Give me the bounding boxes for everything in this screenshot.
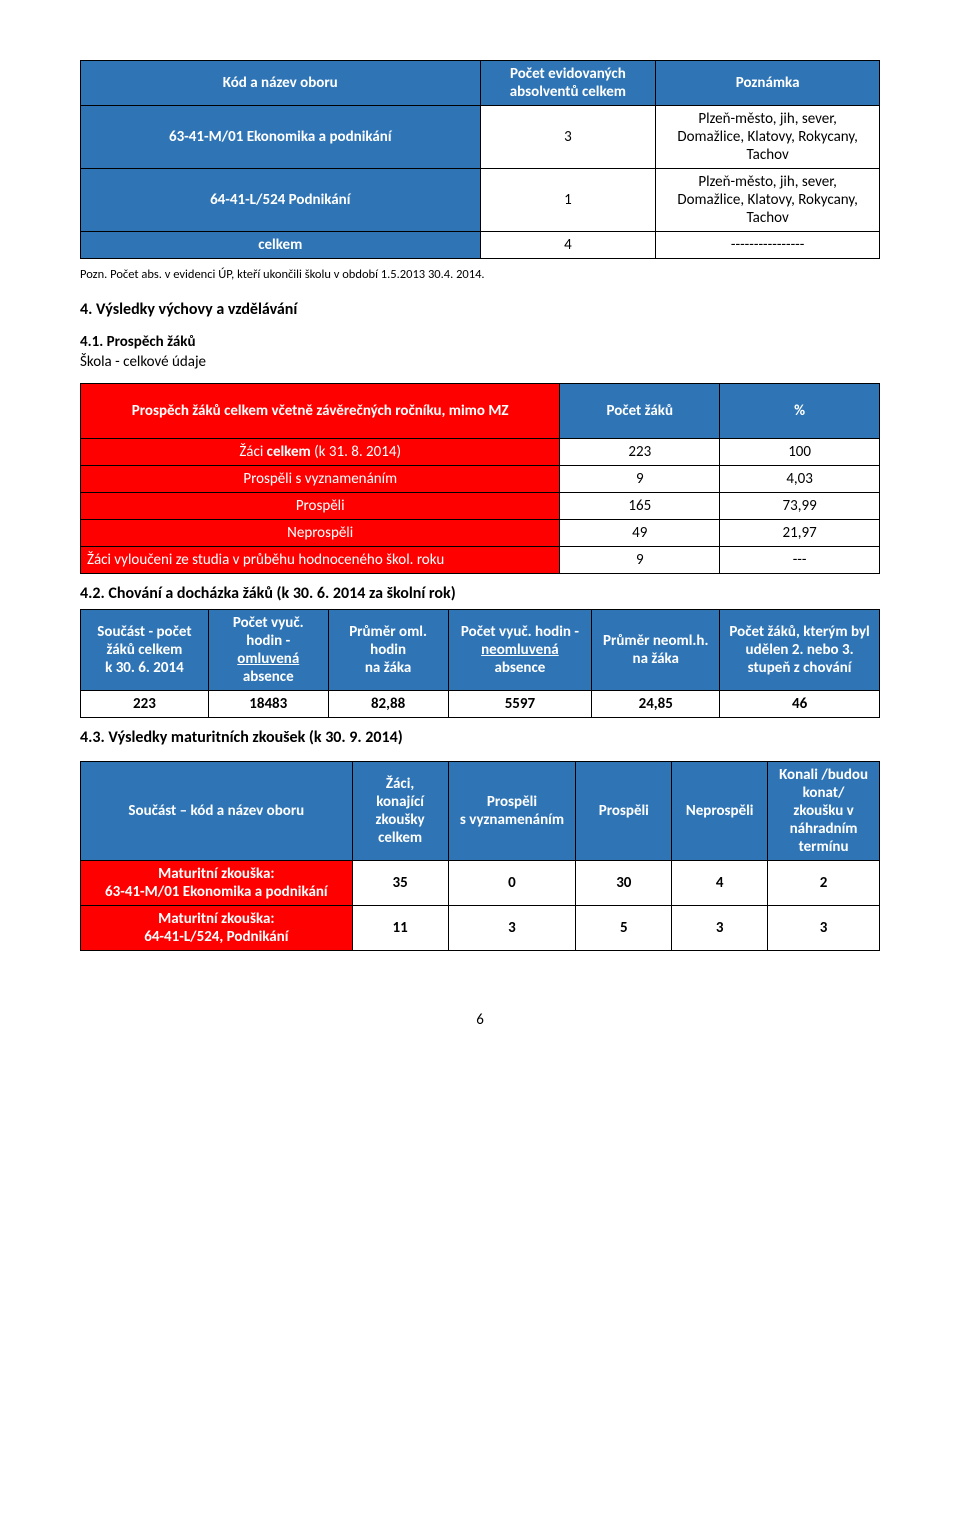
t3-h4: Počet vyuč. hodin - neomluvená absence [448,610,592,691]
sub-4-1: Škola - celkové údaje [80,353,880,371]
t1-h2: Počet evidovaných absolventů celkem [480,61,656,106]
t1-r2-count: 1 [480,169,656,232]
t3-h5: Průměr neoml.h. na žáka [592,610,720,691]
t1-r3-label: celkem [81,232,481,259]
t4-r2-v4: 3 [672,906,768,951]
t2-r2-v1: 9 [560,466,720,493]
t2-r5-l: Žáci vyloučeni ze studia v průběhu hodno… [81,547,560,574]
t1-r3-note: ---------------- [656,232,880,259]
heading-4: 4. Výsledky výchovy a vzdělávání [80,300,880,319]
t4-r1-l: Maturitní zkouška:63-41-M/01 Ekonomika a… [81,861,353,906]
t4-r2-v3: 5 [576,906,672,951]
table-prospech: Prospěch žáků celkem včetně závěrečných … [80,383,880,574]
t4-r2-v1: 11 [352,906,448,951]
t4-r2-v2: 3 [448,906,576,951]
table-maturita: Součást – kód a název oboru Žáci, konají… [80,761,880,951]
t2-r4-l: Neprospěli [81,520,560,547]
t4-h2: Žáci, konající zkoušky celkem [352,762,448,861]
t4-h1: Součást – kód a název oboru [81,762,353,861]
t2-r5-v2: --- [720,547,880,574]
t4-r1-v3: 30 [576,861,672,906]
t1-r2-label: 64-41-L/524 Podnikání [81,169,481,232]
t4-h3: Prospělis vyznamenáním [448,762,576,861]
t3-h2: Počet vyuč. hodin - omluvená absence [208,610,328,691]
t4-h4: Prospěli [576,762,672,861]
t2-r5-v1: 9 [560,547,720,574]
t1-r1-label: 63-41-M/01 Ekonomika a podnikání [81,106,481,169]
t3-v3: 82,88 [328,691,448,718]
t1-r1-note: Plzeň-město, jih, sever, Domažlice, Klat… [656,106,880,169]
t3-v6: 46 [720,691,880,718]
t4-r1-v4: 4 [672,861,768,906]
t4-r1-v2: 0 [448,861,576,906]
t4-h5: Neprospěli [672,762,768,861]
t2-r3-v2: 73,99 [720,493,880,520]
t1-r2-note: Plzeň-město, jih, sever, Domažlice, Klat… [656,169,880,232]
t2-r1-v2: 100 [720,439,880,466]
t2-r4-v1: 49 [560,520,720,547]
t2-r2-v2: 4,03 [720,466,880,493]
t4-r1-v1: 35 [352,861,448,906]
t3-h6: Počet žáků, kterým byl udělen 2. nebo 3.… [720,610,880,691]
t1-h3: Poznámka [656,61,880,106]
note-evidence: Pozn. Počet abs. v evidenci ÚP, kteří uk… [80,267,880,282]
t1-r3-count: 4 [480,232,656,259]
page-number: 6 [80,1011,880,1029]
t1-h1: Kód a název oboru [81,61,481,106]
t2-r1-l: Žáci celkem (k 31. 8. 2014) [81,439,560,466]
t3-h3: Průměr oml. hodinna žáka [328,610,448,691]
t2-h3: % [720,384,880,439]
t4-r2-l: Maturitní zkouška:64-41-L/524, Podnikání [81,906,353,951]
t4-r1-v5: 2 [768,861,880,906]
t3-v2: 18483 [208,691,328,718]
heading-4-2: 4.2. Chování a docházka žáků (k 30. 6. 2… [80,584,880,603]
heading-4-3: 4.3. Výsledky maturitních zkoušek (k 30.… [80,728,880,747]
t2-r3-l: Prospěli [81,493,560,520]
t3-v5: 24,85 [592,691,720,718]
t2-h1: Prospěch žáků celkem včetně závěrečných … [81,384,560,439]
t4-r2-v5: 3 [768,906,880,951]
t2-r2-l: Prospěli s vyznamenáním [81,466,560,493]
t2-h2: Počet žáků [560,384,720,439]
t1-r1-count: 3 [480,106,656,169]
t3-h1: Součást - počet žáků celkemk 30. 6. 2014 [81,610,209,691]
t2-r4-v2: 21,97 [720,520,880,547]
table-dochazka: Součást - počet žáků celkemk 30. 6. 2014… [80,609,880,718]
heading-4-1: 4.1. Prospěch žáků [80,333,880,351]
t3-v4: 5597 [448,691,592,718]
t3-v1: 223 [81,691,209,718]
t4-h6: Konali /budou konat/ zkoušku v náhradním… [768,762,880,861]
table-obory: Kód a název oboru Počet evidovaných abso… [80,60,880,259]
t2-r1-v1: 223 [560,439,720,466]
t2-r3-v1: 165 [560,493,720,520]
